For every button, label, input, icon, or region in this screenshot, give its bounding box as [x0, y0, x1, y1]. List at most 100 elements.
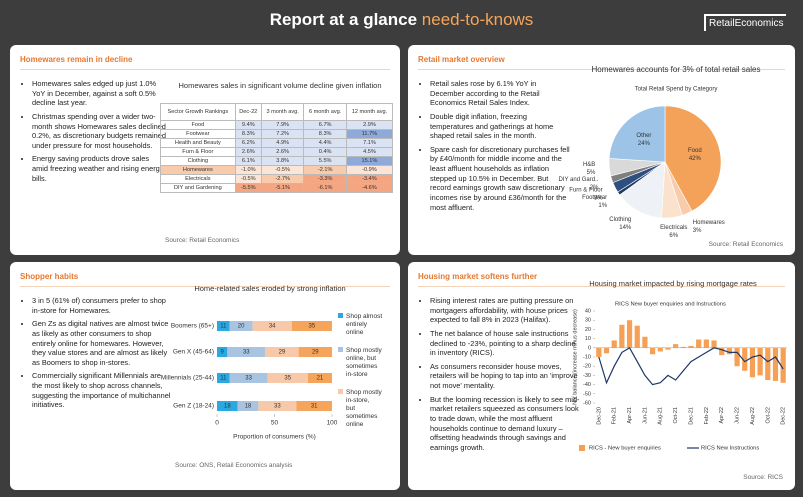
chart-title: Housing market impacted by rising mortga… [589, 279, 757, 288]
legend-line: Shop mostly [346, 347, 383, 354]
legend-line: online [346, 421, 364, 428]
bar-segment [265, 347, 299, 357]
bar-segment [227, 347, 266, 357]
slice-value: 42% [689, 156, 702, 162]
table-cell: 2.6% [260, 147, 305, 157]
table-row: Health and Beauty 6.2% 4.9% 4.4% 7.1% [160, 138, 394, 148]
segment-label: 11 [220, 376, 227, 382]
table-cell: -4.6% [345, 183, 394, 193]
y-tick-label: 40 [585, 308, 591, 314]
y-tick-label: 20 [585, 327, 591, 333]
table: Sector Growth Rankings Dec-22 3 month avg.… [160, 103, 394, 193]
x-tick-label: 0 [215, 420, 219, 427]
slice-label: DIY and Gard.. [559, 177, 599, 183]
bar [734, 347, 740, 367]
legend-line: in-store [346, 371, 368, 378]
legend-line: sometimes [346, 363, 378, 370]
table-cell: 6.2% [234, 138, 262, 148]
bar [642, 336, 648, 348]
x-tick-label: Aug-22 [750, 407, 756, 425]
x-tick-label: Oct-22 [765, 407, 771, 424]
chart-subtitle: Total Retail Spend by Category [635, 87, 718, 93]
bar [611, 340, 617, 348]
x-tick-label: Oct-21 [673, 407, 679, 424]
table-cell: 9.4% [234, 120, 262, 130]
x-tick-label: Apr-22 [719, 407, 725, 424]
table-cell: -0.9% [345, 165, 394, 175]
chart-title: Home-related sales eroded by strong infl… [194, 284, 345, 293]
legend-swatch [338, 313, 343, 318]
table-row: Furn & Floor 2.6% 2.6% 0.4% 4.5% [160, 147, 394, 157]
bullet: Rising interest rates are putting pressu… [430, 296, 580, 325]
table-cell: -5.5% [234, 183, 262, 193]
bullet-list: 3 in 5 (61% of) consumers prefer to shop… [22, 296, 172, 414]
bullet: Christmas spending over a wider two-mont… [32, 112, 167, 151]
y-tick-label: -50 [583, 391, 591, 397]
y-tick-label: 30 [585, 318, 591, 324]
table-cell: Health and Beauty [160, 138, 236, 148]
panel: Shopper habits 3 in 5 (61% of) consumers … [10, 262, 400, 490]
bullet: Gen Zs as digital natives are almost twi… [32, 319, 172, 367]
legend-line: online [346, 329, 364, 336]
bullet: Commercially significant Millennials are… [32, 371, 172, 410]
bullet: Homewares sales edged up just 1.0% YoY i… [32, 79, 167, 108]
table-cell: Food [160, 120, 236, 130]
chart: Housing market impacted by rising mortga… [572, 279, 787, 452]
slice-label: Food [688, 148, 702, 154]
panel: Homewares remain in decline Homewares sal… [10, 45, 400, 255]
bar [673, 344, 679, 348]
bar-segment [258, 401, 297, 411]
slice-label: H&B [583, 162, 595, 168]
slice-value: 1% [598, 203, 607, 209]
bar [749, 347, 756, 378]
y-tick-label: -40 [583, 382, 591, 388]
legend-label: RICS New Instructions [701, 446, 759, 452]
bullet-list: Rising interest rates are putting pressu… [420, 296, 580, 456]
legend-line: sometimes [346, 413, 378, 420]
x-tick-label: 50 [271, 420, 279, 427]
panel: Housing market softens further Rising int… [408, 262, 795, 490]
panel-heading: Shopper habits [20, 272, 390, 287]
legend-line: Shop mostly [346, 389, 383, 396]
slice-label: Footwear [582, 195, 607, 201]
table-row: DIY and Gardening -5.5% -5.1% -6.1% -4.6% [160, 183, 394, 193]
segment-label: 35 [309, 324, 316, 330]
legend-label: Shop mostly in-store, but sometimes online [346, 389, 383, 428]
slice-label: Other [636, 133, 651, 139]
table-cell: -3.3% [303, 174, 347, 184]
table-cell: Homewares [160, 165, 236, 175]
bar-segment [237, 401, 259, 411]
bar-segment [291, 321, 332, 331]
x-tick-label: Dec-21 [688, 407, 694, 425]
bar-segment [307, 373, 332, 383]
title-highlight: need-to-knows [421, 10, 534, 29]
table-cell: -0.5% [234, 174, 262, 184]
table-row: Homewares -1.0% -0.5% -2.1% -0.9% [160, 165, 394, 175]
bullet: Energy saving products drove sales amid … [32, 154, 167, 183]
x-tick-label: Feb-21 [612, 407, 618, 424]
x-tick-label: Aug-21 [658, 407, 664, 425]
bar [650, 347, 656, 355]
segment-label: 29 [279, 350, 286, 356]
y-tick-label: -60 [583, 400, 591, 406]
slice-value: 3% [693, 228, 702, 234]
x-tick-label: Feb-22 [704, 407, 710, 424]
table-row: Footwear 8.3% 7.2% 8.3% 11.7% [160, 129, 394, 139]
slice-value: 3% [594, 195, 603, 201]
segment-label: 31 [311, 404, 318, 410]
title: Report at a glance [269, 10, 418, 29]
table-cell: 4.9% [260, 138, 305, 148]
y-tick-label: 10 [585, 336, 591, 342]
legend-line: online, but [346, 355, 376, 362]
table-cell: 7.9% [260, 120, 305, 130]
slice-label: Clothing [609, 217, 631, 223]
table-cell: DIY and Gardening [160, 183, 236, 193]
x-tick-label: Dec-22 [781, 407, 787, 425]
bar-segment [298, 347, 332, 357]
slice-value: 2% [590, 185, 599, 191]
slice-value: 6% [669, 233, 678, 239]
header-cell: 6 month avg. [303, 103, 347, 121]
bar-segment [217, 401, 238, 411]
segment-label: 33 [245, 376, 252, 382]
table-cell: 6.7% [303, 120, 347, 130]
